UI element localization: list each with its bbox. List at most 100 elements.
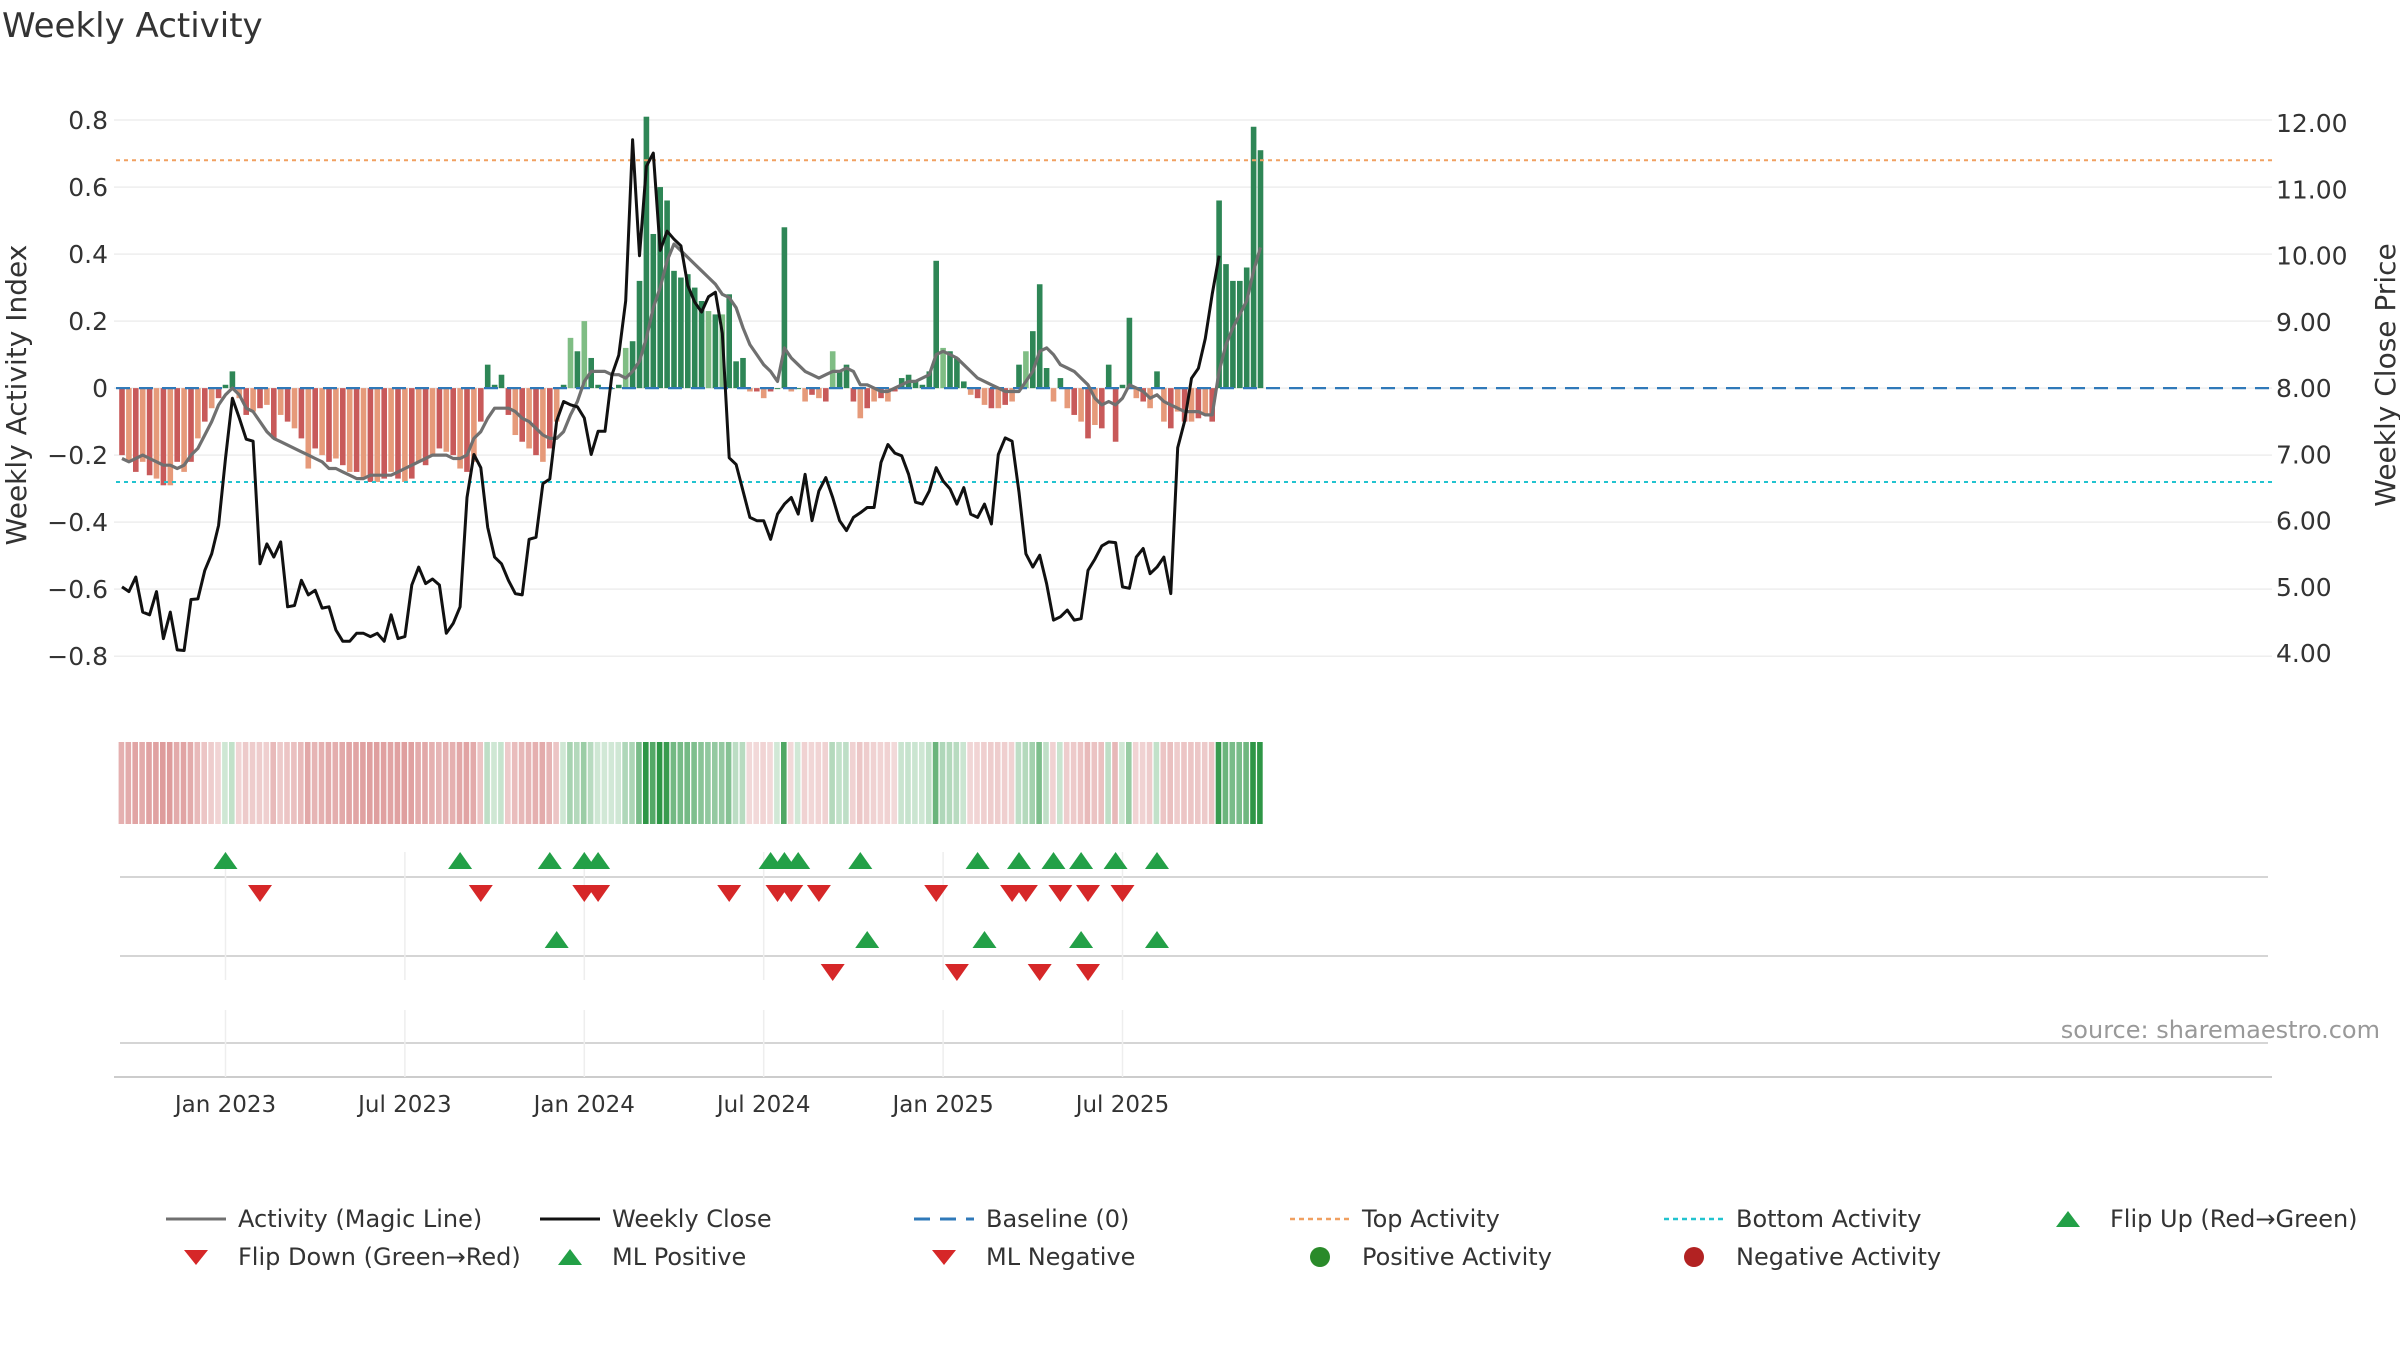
activity-bar [781, 227, 788, 389]
heat-cell [850, 742, 856, 824]
y-axis-right-ticks: 12.00 11.00 10.00 9.00 8.00 7.00 6.00 5.00 4.00 [2276, 109, 2348, 668]
weekly-close-swatch-icon [540, 1217, 600, 1221]
heat-cell [981, 742, 987, 824]
heat-cell [677, 742, 684, 824]
heat-cell [463, 742, 470, 824]
activity-bar [505, 388, 512, 415]
x-tick-label: Jan 2024 [532, 1092, 635, 1118]
heat-cell [974, 742, 980, 824]
activity-bar [1237, 280, 1243, 389]
activity-bar [967, 388, 974, 395]
heat-cell [1070, 742, 1077, 824]
legend-label: Weekly Close [612, 1205, 772, 1233]
heat-cell [994, 742, 1001, 824]
legend-label: Flip Down (Green→Red) [238, 1243, 521, 1271]
legend: Activity (Magic Line) Weekly Close Basel… [160, 1202, 2400, 1292]
heat-cell [373, 742, 380, 824]
heat-cell [649, 742, 656, 824]
activity-bar [843, 364, 850, 389]
activity-bar [926, 371, 933, 389]
activity-bar [1085, 388, 1091, 439]
activity-bar [1140, 388, 1146, 402]
activity-bar [974, 388, 981, 399]
activity-bar [540, 388, 546, 462]
heat-cell [656, 742, 663, 824]
y-tick-right: 9.00 [2276, 308, 2332, 337]
legend-item-magic-line: Activity (Magic Line) [166, 1202, 482, 1236]
heat-cell [898, 742, 904, 824]
activity-bar [126, 388, 132, 462]
heat-cell [270, 742, 276, 824]
activity-bar [1257, 150, 1264, 389]
activity-bar [788, 388, 795, 392]
up-triangle-marker [586, 852, 611, 869]
heat-cell [684, 742, 690, 824]
down-triangle-marker [806, 885, 831, 902]
y-tick-right: 4.00 [2276, 639, 2332, 668]
activity-bar [250, 388, 256, 412]
x-tick-label: Jul 2023 [356, 1092, 452, 1118]
y-tick-left: 0 [92, 374, 108, 403]
activity-bar [616, 384, 622, 389]
heat-cell [1015, 742, 1022, 824]
heat-cell [118, 742, 125, 824]
down-triangle-marker [248, 885, 272, 902]
activity-bar [912, 381, 919, 389]
heat-cell [1153, 742, 1160, 824]
heat-cell [277, 742, 283, 824]
activity-bar [360, 388, 367, 479]
heat-cell [856, 742, 863, 824]
legend-label: Baseline (0) [986, 1205, 1130, 1233]
activity-bar [333, 388, 339, 459]
heat-cell [870, 742, 877, 824]
activity-bar [754, 388, 760, 392]
heat-cell [960, 742, 966, 824]
legend-item-baseline: Baseline (0) [914, 1202, 1129, 1236]
heat-cell [732, 742, 739, 824]
activity-bar [823, 388, 829, 402]
heat-cell [394, 742, 401, 824]
activity-bar [1064, 388, 1071, 409]
activity-bar [277, 388, 284, 415]
heat-cell [587, 742, 594, 824]
top-activity-swatch-icon [1290, 1217, 1350, 1221]
legend-label: Flip Up (Red→Green) [2110, 1205, 2358, 1233]
heat-cell [360, 742, 366, 824]
dot-icon [1310, 1247, 1330, 1267]
activity-bar [885, 388, 891, 402]
heat-cell [1022, 742, 1029, 824]
activity-bar [271, 388, 277, 439]
heat-cell [491, 742, 497, 824]
heat-cell [1084, 742, 1091, 824]
triangle-up-icon [558, 1249, 582, 1265]
activity-bar [484, 364, 491, 389]
heat-cell [242, 742, 249, 824]
dot-icon [1684, 1247, 1704, 1267]
activity-bar [774, 388, 781, 390]
activity-bar [795, 388, 801, 390]
up-triangle-marker [786, 852, 811, 869]
heat-cell [470, 742, 477, 824]
heat-cell [946, 742, 953, 824]
activity-bar [229, 371, 236, 389]
activity-bar [595, 384, 601, 389]
heat-cell [774, 742, 780, 824]
heat-cell [263, 742, 270, 824]
down-triangle-marker [779, 885, 804, 902]
heat-cell [670, 742, 677, 824]
activity-bar [264, 388, 270, 405]
heat-cell [822, 742, 828, 824]
triangle-down-icon [932, 1250, 956, 1265]
activity-bar [167, 388, 174, 486]
heat-cell [953, 742, 960, 824]
activity-bar [312, 388, 318, 449]
legend-item-top-activity: Top Activity [1290, 1202, 1500, 1236]
activity-bar [526, 388, 532, 449]
activity-bar [802, 388, 808, 402]
activity-bar [429, 388, 436, 456]
y-tick-left: −0.4 [47, 508, 108, 537]
activity-bar [981, 388, 988, 405]
activity-bar [1174, 388, 1181, 412]
heat-cell [1243, 742, 1249, 824]
